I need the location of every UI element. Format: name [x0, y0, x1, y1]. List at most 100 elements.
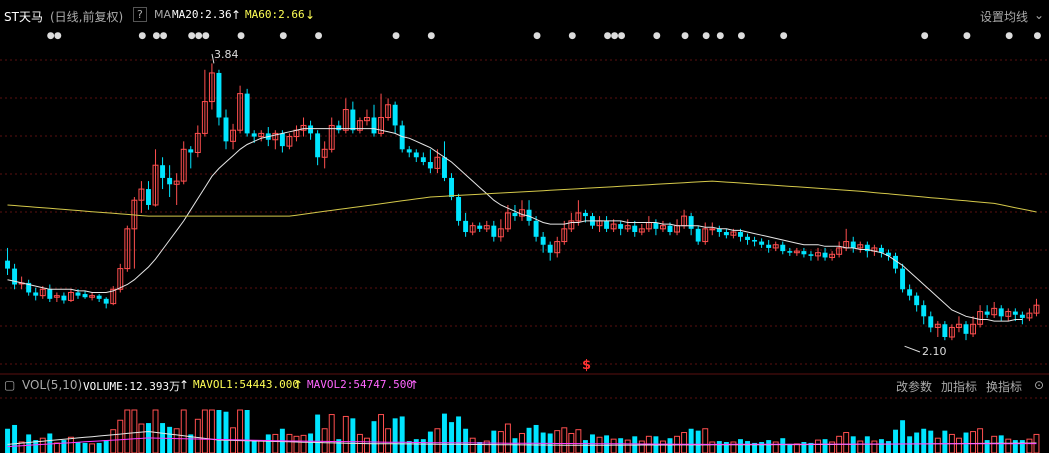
- candle-body-down: [406, 149, 412, 153]
- candle-body-down: [399, 125, 405, 150]
- event-dot: ●: [279, 31, 287, 41]
- chevron-down-icon[interactable]: ⌄: [1034, 8, 1045, 22]
- indicator-menu-icon[interactable]: ▢: [4, 378, 16, 392]
- volume-bar-down: [695, 430, 701, 453]
- candle-body-down: [963, 324, 969, 334]
- candle-body-down: [5, 260, 10, 269]
- candle-body-down: [75, 292, 81, 296]
- event-marker-icon[interactable]: $: [582, 358, 592, 373]
- volume-bar-down: [442, 413, 447, 453]
- volume-bar-up: [857, 440, 864, 453]
- volume-bar-up: [955, 437, 962, 453]
- candle-body-down: [279, 133, 285, 147]
- candle-body-down: [449, 177, 454, 198]
- candle-body-down: [766, 244, 772, 248]
- volume-bar-down: [716, 441, 722, 453]
- volume-bar-down: [223, 411, 229, 453]
- volume-bar-up: [110, 429, 117, 453]
- switch-indicator-button[interactable]: 换指标: [986, 380, 1023, 394]
- candle-body-up: [286, 136, 293, 147]
- collapse-icon[interactable]: ⊙: [1034, 378, 1045, 392]
- event-dot: ●: [427, 31, 435, 41]
- volume-bar-up: [977, 428, 984, 453]
- candle-body-down: [787, 251, 793, 253]
- volume-bar-down: [308, 433, 314, 453]
- candle-body-up: [385, 104, 392, 118]
- candle-body-down: [878, 247, 884, 253]
- volume-bar-up: [321, 428, 328, 453]
- candle-body-up: [39, 288, 46, 297]
- volume-bar-down: [449, 422, 454, 453]
- volume-bar-up: [970, 431, 977, 453]
- mavol1-up-icon: ↑: [293, 378, 304, 392]
- candle-body-up: [955, 323, 962, 328]
- volume-up-icon: ↑: [179, 378, 190, 392]
- volume-bar-down: [618, 438, 624, 453]
- volume-bar-down: [526, 427, 532, 453]
- change-params-button[interactable]: 改参数: [896, 380, 933, 394]
- event-dot: ●: [195, 31, 203, 41]
- stock-name[interactable]: ST天马: [4, 10, 43, 24]
- candle-body-down: [223, 117, 229, 142]
- candle-body-down: [61, 295, 67, 301]
- candle-body-down: [477, 225, 483, 229]
- candle-body-down: [667, 225, 673, 233]
- settings-ma-button[interactable]: 设置均线: [980, 10, 1029, 24]
- volume-bar-down: [801, 441, 807, 453]
- volume-bar-up: [39, 437, 46, 453]
- volume-bar-down: [822, 439, 828, 453]
- volume-bar-up: [659, 440, 666, 453]
- candle-body-up: [702, 228, 709, 243]
- help-icon[interactable]: ?: [133, 7, 147, 22]
- event-dot: ●: [160, 31, 168, 41]
- low-price-label: 2.10: [922, 345, 947, 358]
- volume-bar-down: [1012, 440, 1018, 453]
- add-indicator-button[interactable]: 加指标: [941, 380, 978, 394]
- candle-body-up: [991, 307, 998, 316]
- down-arrow-icon: ↓: [305, 8, 316, 22]
- candle-body-down: [801, 251, 807, 255]
- event-dot: ●: [54, 31, 62, 41]
- candle-body-down: [413, 152, 419, 158]
- volume-bar-down: [33, 440, 39, 453]
- volume-header: ▢ VOL(5,10) VOLUME:12.393万 ↑ MAVOL1:5444…: [0, 376, 1049, 396]
- volume-bar-up: [293, 435, 300, 453]
- ma-label[interactable]: MA: [154, 8, 172, 21]
- event-dot: ●: [716, 31, 724, 41]
- candle-body-down: [928, 316, 934, 328]
- event-dot: ●: [737, 31, 745, 41]
- candle-body-down: [491, 225, 497, 237]
- candle-body-up: [152, 164, 159, 206]
- volume-indicator-label[interactable]: VOL(5,10): [22, 378, 83, 392]
- volume-bar-up: [681, 432, 688, 453]
- candle-body-up: [173, 180, 180, 185]
- event-dot: ●: [604, 31, 612, 41]
- candle-body-down: [12, 268, 18, 285]
- candle-body-up: [829, 253, 836, 258]
- volume-bar-down: [5, 428, 10, 453]
- volume-bar-up: [194, 418, 201, 453]
- candle-body-up: [483, 225, 490, 230]
- candle-body-down: [167, 177, 173, 185]
- volume-bar-up: [561, 427, 568, 453]
- volume-bar-up: [815, 439, 821, 453]
- event-dot: ●: [47, 31, 55, 41]
- volume-bar-down: [75, 441, 81, 453]
- volume-bar-down: [921, 428, 927, 453]
- volume-bar-up: [497, 431, 504, 453]
- candle-body-down: [921, 305, 927, 317]
- volume-bar-down: [188, 434, 194, 453]
- candle-body-down: [47, 289, 53, 299]
- event-dot: ●: [611, 31, 619, 41]
- up-arrow-icon: ↑: [231, 8, 242, 22]
- event-dot: ●: [568, 31, 576, 41]
- volume-bar-up: [624, 439, 631, 453]
- candle-body-up: [504, 212, 511, 230]
- volume-bar-up: [793, 443, 800, 453]
- volume-bar-down: [456, 416, 462, 453]
- volume-bar-down: [167, 426, 173, 453]
- volume-bar-down: [47, 433, 53, 453]
- event-dot: ●: [921, 31, 929, 41]
